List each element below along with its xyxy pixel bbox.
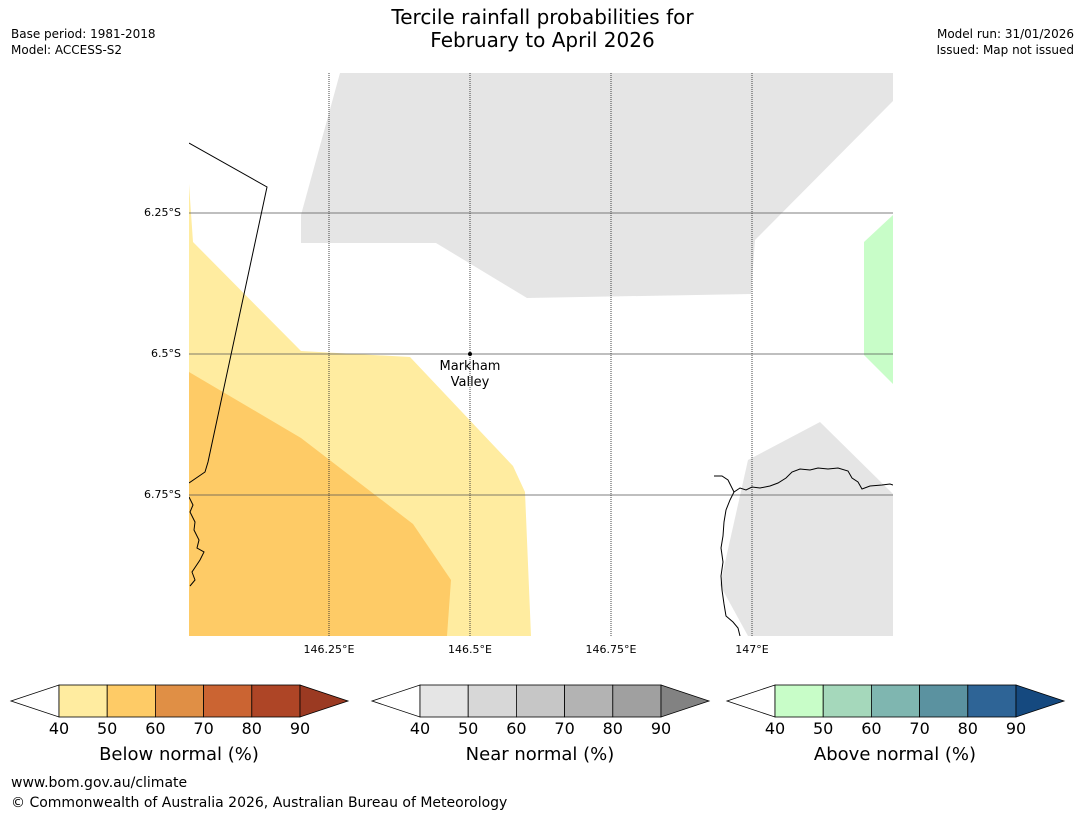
lon-label-146.75: 146.75°E xyxy=(585,643,637,656)
meta-left: Base period: 1981-2018 Model: ACCESS-S2 xyxy=(11,26,156,58)
colorbar-below-extend-low xyxy=(9,684,60,718)
place-label-line-2: Valley xyxy=(450,375,490,390)
lat-label-6.5: 6.5°S xyxy=(151,347,181,360)
place-label-markham-valley: Markham Valley xyxy=(420,359,520,391)
colorbar-below-tick-80: 80 xyxy=(241,719,262,738)
colorbar-below-segment-50 xyxy=(106,684,156,718)
colorbar-above-segment-80 xyxy=(967,684,1017,718)
colorbars-svg xyxy=(9,684,1066,718)
colorbar-above-segment-40 xyxy=(774,684,824,718)
colorbar-above-tick-60: 60 xyxy=(861,719,882,738)
colorbar-above-tick-50: 50 xyxy=(813,719,834,738)
colorbar-near-segment-50 xyxy=(467,684,517,718)
colorbar-above xyxy=(725,684,1066,718)
colorbar-near-tick-70: 70 xyxy=(554,719,575,738)
colorbar-near-segment-40 xyxy=(419,684,469,718)
base-period: Base period: 1981-2018 xyxy=(11,27,156,41)
colorbar-above-tick-80: 80 xyxy=(957,719,978,738)
near-normal-region-southeast xyxy=(720,422,893,636)
colorbar-below-tick-60: 60 xyxy=(145,719,166,738)
map-area xyxy=(189,73,893,636)
lat-label-6.25: 6.25°S xyxy=(144,206,181,219)
colorbar-below-tick-50: 50 xyxy=(97,719,118,738)
colorbar-below-segment-70 xyxy=(203,684,253,718)
model-name: Model: ACCESS-S2 xyxy=(11,43,123,57)
meta-right: Model run: 31/01/2026 Issued: Map not is… xyxy=(936,26,1074,58)
colorbar-below xyxy=(9,684,350,718)
title-line-2: February to April 2026 xyxy=(430,28,655,52)
below-normal-50-60-region xyxy=(189,372,451,636)
place-marker[interactable] xyxy=(468,352,472,356)
colorbar-above-segment-60 xyxy=(871,684,921,718)
colorbar-below-tick-40: 40 xyxy=(48,719,70,738)
colorbar-near-extend-high xyxy=(660,684,711,718)
coastline-east xyxy=(714,467,893,493)
colorbar-above-title: Above normal (%) xyxy=(813,744,977,765)
title-line-1: Tercile rainfall probabilities for xyxy=(391,5,694,29)
colorbar-near-tick-40: 40 xyxy=(409,719,431,738)
lon-label-147: 147°E xyxy=(735,643,769,656)
colorbar-near-tick-50: 50 xyxy=(458,719,479,738)
colorbar-near-tick-60: 60 xyxy=(506,719,527,738)
colorbar-below-tick-90: 90 xyxy=(289,719,311,738)
colorbar-near-segment-70 xyxy=(564,684,614,718)
coastline-west xyxy=(189,496,205,587)
coastline-south xyxy=(720,491,741,636)
above-normal-region-east xyxy=(864,215,893,384)
colorbar-below-segment-80 xyxy=(251,684,301,718)
map-title: Tercile rainfall probabilities for Febru… xyxy=(0,6,1085,52)
colorbar-above-extend-low xyxy=(725,684,776,718)
colorbar-near-tick-80: 80 xyxy=(602,719,623,738)
near-normal-region-north xyxy=(301,73,893,298)
colorbar-above-tick-40: 40 xyxy=(764,719,786,738)
border-line-west xyxy=(189,142,268,484)
colorbar-below-title: Below normal (%) xyxy=(99,744,259,765)
colorbar-near xyxy=(370,684,711,718)
colorbar-above-tick-70: 70 xyxy=(909,719,930,738)
colorbar-below-tick-70: 70 xyxy=(193,719,214,738)
colorbar-above-segment-70 xyxy=(919,684,969,718)
lon-label-146.5: 146.5°E xyxy=(448,643,492,656)
colorbar-near-segment-80 xyxy=(612,684,662,718)
colorbar-below-extend-high xyxy=(299,684,350,718)
colorbar-above-extend-high xyxy=(1015,684,1066,718)
lat-label-6.75: 6.75°S xyxy=(144,488,181,501)
issued-status: Issued: Map not issued xyxy=(936,43,1074,57)
colorbar-near-title: Near normal (%) xyxy=(465,744,615,765)
lon-label-146.25: 146.25°E xyxy=(303,643,355,656)
colorbar-near-extend-low xyxy=(370,684,421,718)
colorbar-near-tick-90: 90 xyxy=(650,719,672,738)
colorbar-above-segment-50 xyxy=(822,684,872,718)
colorbar-above-tick-90: 90 xyxy=(1005,719,1027,738)
footer-url[interactable]: www.bom.gov.au/climate xyxy=(11,775,188,791)
colorbar-near-segment-60 xyxy=(516,684,566,718)
footer-copyright: © Commonwealth of Australia 2026, Austra… xyxy=(11,795,508,811)
model-run: Model run: 31/01/2026 xyxy=(936,27,1074,41)
place-label-line-1: Markham xyxy=(439,359,501,374)
colorbar-below-segment-60 xyxy=(154,684,204,718)
colorbar-below-segment-40 xyxy=(58,684,108,718)
